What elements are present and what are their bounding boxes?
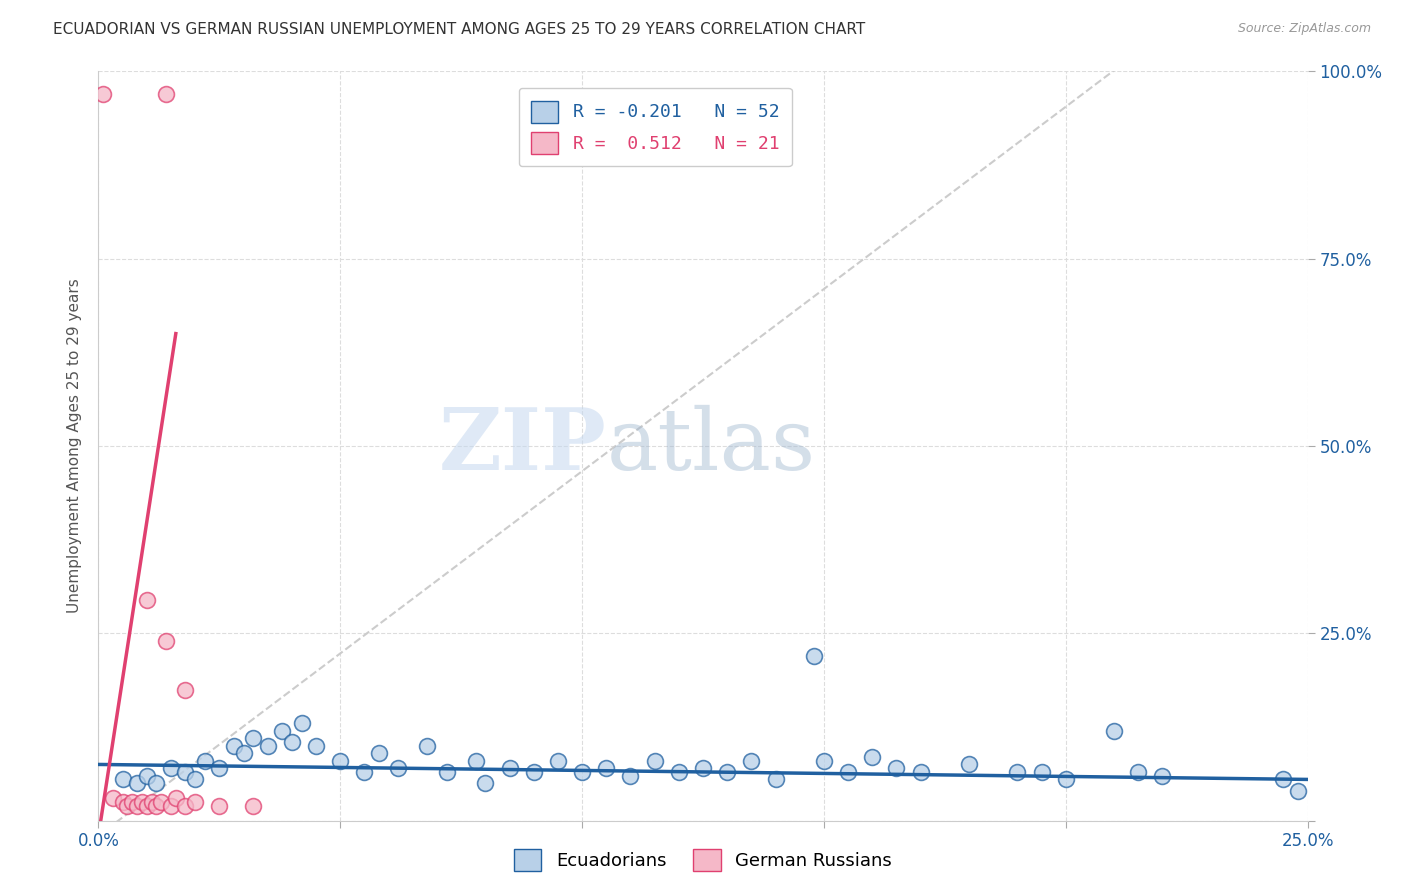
Point (111, 795, 134, 809)
Point (498, 761, 520, 775)
Point (368, 746, 391, 760)
Point (208, 798, 231, 813)
Point (121, 795, 143, 809)
Point (155, 87, 177, 101)
Point (160, 761, 183, 775)
Point (860, 750, 883, 764)
Point (117, 798, 139, 813)
Point (141, 795, 163, 809)
Point (174, 682, 197, 697)
Point (668, 764, 690, 779)
Point (910, 764, 932, 779)
Point (135, 798, 157, 813)
Point (135, 769, 157, 783)
Point (160, 798, 183, 813)
Point (165, 791, 187, 805)
Point (184, 772, 207, 787)
Legend: R = -0.201   N = 52, R =  0.512   N = 21: R = -0.201 N = 52, R = 0.512 N = 21 (519, 88, 792, 166)
Point (813, 754, 835, 768)
Point (464, 754, 486, 768)
Point (1128, 764, 1150, 779)
Text: ZIP: ZIP (439, 404, 606, 488)
Point (1272, 772, 1295, 787)
Point (135, 592, 157, 607)
Point (595, 761, 617, 775)
Point (957, 757, 980, 772)
Point (1152, 769, 1174, 783)
Point (111, 772, 134, 787)
Point (547, 754, 569, 768)
Point (184, 795, 207, 809)
Point (305, 739, 328, 753)
Point (91, 87, 114, 101)
Point (127, 776, 149, 790)
Point (194, 754, 217, 768)
Point (222, 739, 245, 753)
Point (174, 798, 197, 813)
Point (208, 761, 231, 775)
Point (1054, 772, 1077, 787)
Y-axis label: Unemployment Among Ages 25 to 29 years: Unemployment Among Ages 25 to 29 years (66, 278, 82, 614)
Point (886, 761, 908, 775)
Point (619, 769, 641, 783)
Point (281, 735, 304, 749)
Point (740, 754, 762, 768)
Point (145, 776, 167, 790)
Point (290, 716, 312, 731)
Point (1286, 783, 1309, 797)
Point (692, 761, 714, 775)
Point (232, 746, 254, 760)
Point (803, 648, 825, 663)
Point (436, 764, 458, 779)
Point (329, 754, 352, 768)
Point (145, 798, 167, 813)
Point (271, 723, 294, 738)
Point (523, 764, 546, 779)
Point (837, 764, 859, 779)
Point (1102, 723, 1125, 738)
Point (131, 795, 153, 809)
Point (716, 764, 738, 779)
Point (765, 772, 787, 787)
Point (174, 764, 197, 779)
Point (644, 754, 666, 768)
Point (474, 776, 496, 790)
Point (242, 731, 264, 746)
Point (1031, 764, 1053, 779)
Text: Source: ZipAtlas.com: Source: ZipAtlas.com (1237, 22, 1371, 36)
Point (1007, 764, 1029, 779)
Text: ECUADORIAN VS GERMAN RUSSIAN UNEMPLOYMENT AMONG AGES 25 TO 29 YEARS CORRELATION : ECUADORIAN VS GERMAN RUSSIAN UNEMPLOYMEN… (53, 22, 866, 37)
Point (127, 798, 149, 813)
Point (101, 791, 124, 805)
Point (155, 633, 177, 648)
Point (387, 761, 409, 775)
Point (256, 739, 278, 753)
Point (571, 764, 593, 779)
Point (150, 795, 173, 809)
Point (242, 798, 264, 813)
Text: atlas: atlas (606, 404, 815, 488)
Point (416, 739, 439, 753)
Point (353, 764, 375, 779)
Legend: Ecuadorians, German Russians: Ecuadorians, German Russians (508, 842, 898, 879)
